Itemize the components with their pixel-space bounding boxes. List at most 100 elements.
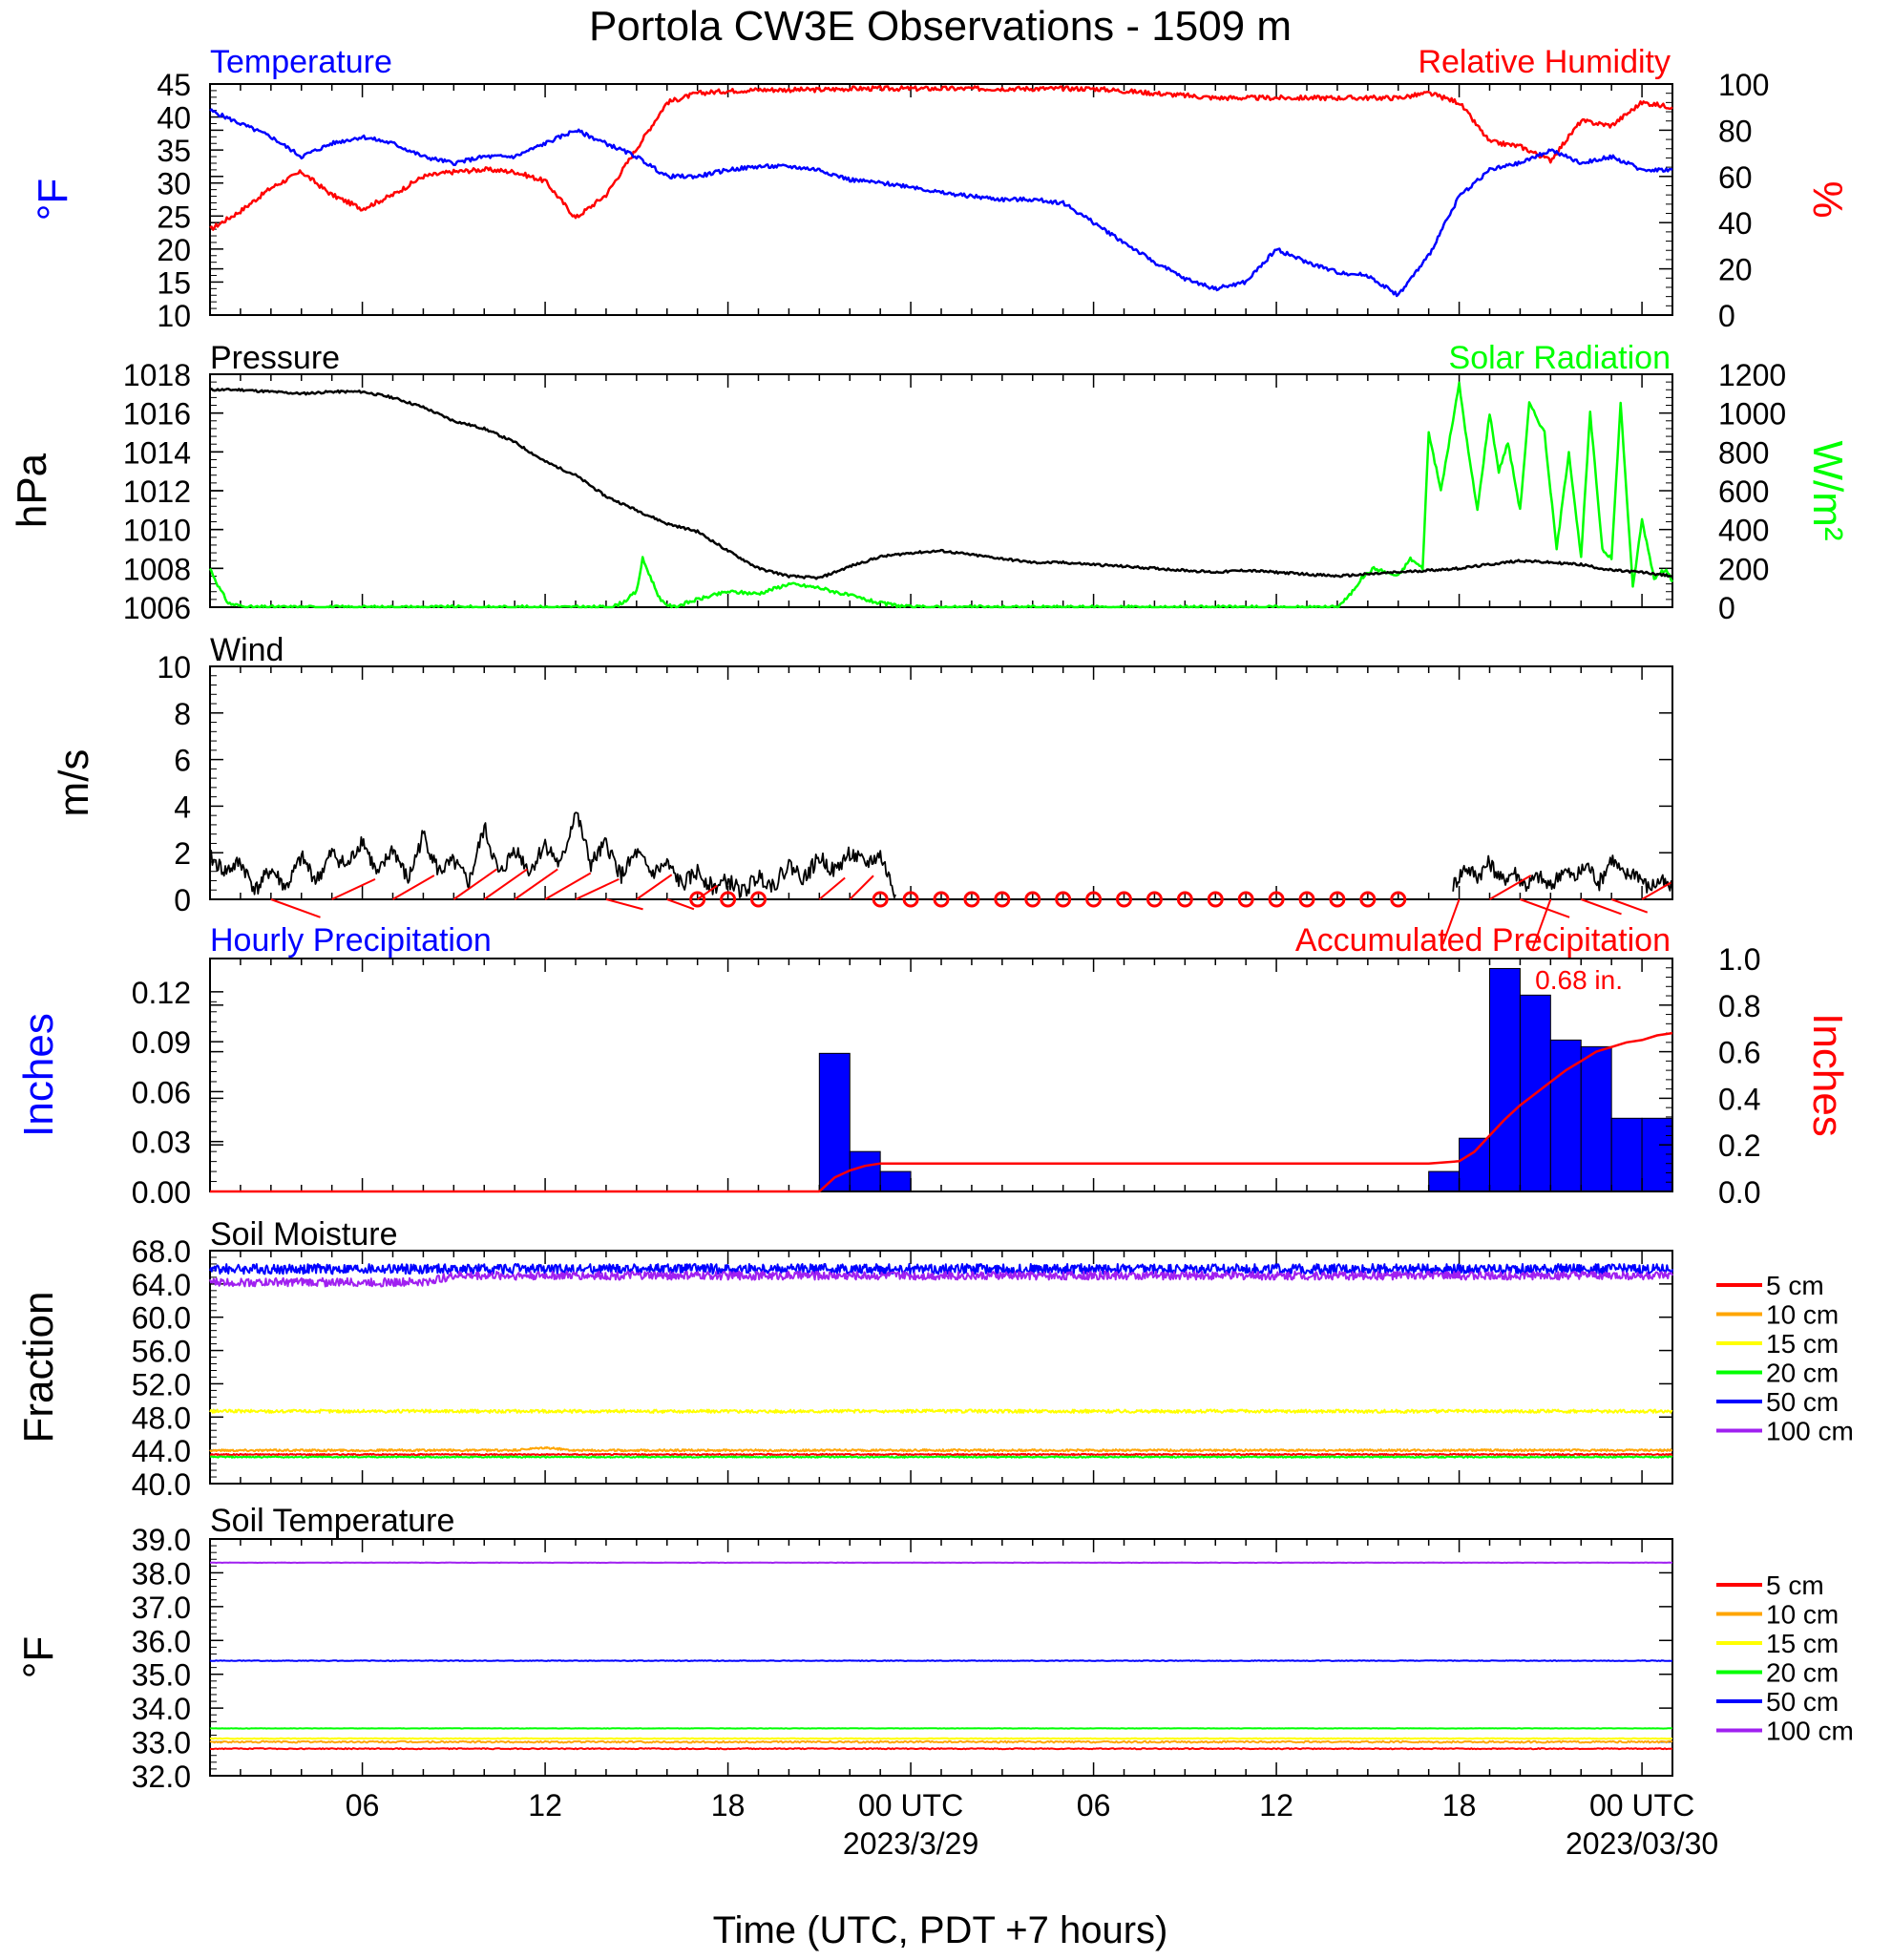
y-axis-title-accum-precip: Inches [1804,1013,1851,1137]
wind-barb [270,898,321,918]
y-tick-label-left: 1014 [123,435,191,470]
hourly-precip-bar [1610,1117,1643,1192]
calm-wind-circle [1237,891,1254,908]
y-tick-label-left: 32.0 [132,1760,191,1794]
y-axis-title-hourly-precip: Inches [15,1013,62,1137]
y-tick-label-left: 44.0 [132,1434,191,1468]
soil-moisture-series-10cm [209,1445,1673,1453]
y-tick-label-right: 60 [1718,160,1753,195]
calm-wind-circle [872,891,889,908]
legend-label-100cm: 100 cm [1766,1417,1854,1446]
y-tick-label-left: 0.06 [132,1075,191,1109]
calm-wind-circle [902,891,919,908]
y-tick-label-right: 400 [1718,514,1769,548]
panel-frame-wind [209,665,1673,900]
calm-wind-circle [994,891,1011,908]
hourly-precip-bar [849,1150,881,1192]
series-temperature [209,108,1673,298]
y-tick-label-left: 1008 [123,552,191,586]
wind-barb [391,875,435,900]
legend-label-20cm: 20 cm [1766,1658,1839,1688]
calm-wind-circle [1329,891,1346,908]
calm-wind-circle [1085,891,1103,908]
y-tick-label-left: 6 [174,744,191,778]
x-tick-label: 00 UTC [1589,1788,1694,1823]
hourly-precip-bar [818,1052,851,1192]
y-tick-label-left: 2 [174,836,191,871]
y-tick-label-right: 0.8 [1718,989,1760,1023]
wind-barb [1610,898,1649,914]
legend-label-10cm: 10 cm [1766,1600,1839,1630]
y-tick-label-right: 0.2 [1718,1128,1760,1163]
wind-barb [818,876,846,900]
wind-barb [452,868,497,900]
calm-wind-circle [1055,891,1072,908]
y-tick-label-left: 0.00 [132,1175,191,1210]
y-tick-label-left: 10 [157,299,191,333]
y-tick-label-left: 1010 [123,514,191,548]
x-tick-sublabel: 2023/03/30 [1566,1826,1718,1861]
wind-barb [1531,898,1552,950]
calm-wind-circle [720,891,737,908]
y-tick-label-right: 200 [1718,552,1769,586]
hourly-precip-bar [1580,1045,1612,1192]
y-tick-label-left: 30 [157,167,191,201]
legend-label-20cm: 20 cm [1766,1359,1839,1388]
hourly-precip-bar [1459,1137,1491,1192]
y-axis-title-wind: m/s [51,749,97,817]
y-tick-label-left: 52.0 [132,1367,191,1402]
y-tick-label-right: 0.6 [1718,1036,1760,1070]
hourly-precip-bar [1428,1170,1461,1192]
y-tick-label-left: 45 [157,68,191,102]
y-axis-title-humidity: % [1804,180,1851,218]
series-relative-humidity [209,85,1673,231]
y-tick-label-left: 35.0 [132,1658,191,1693]
y-tick-label-right: 0 [1718,299,1735,333]
hourly-precip-bar [1489,967,1521,1192]
calm-wind-circle [1268,891,1285,908]
soil-moisture-series-5cm [209,1452,1673,1457]
legend-label-5cm: 5 cm [1766,1271,1824,1300]
y-tick-label-left: 1012 [123,474,191,509]
legend-label-15cm: 15 cm [1766,1329,1839,1359]
x-tick-label: 12 [1259,1788,1293,1823]
calm-wind-circle [689,891,706,908]
legend-label-10cm: 10 cm [1766,1300,1839,1330]
hourly-precip-bar [1641,1117,1673,1192]
y-tick-label-right: 0 [1718,591,1735,625]
y-tick-label-right: 600 [1718,474,1769,509]
legend-label-100cm: 100 cm [1766,1717,1854,1746]
panel-title-hourly-precip: Hourly Precipitation [210,922,492,959]
y-axis-title-soil-temperature: °F [15,1636,62,1678]
soil-temperature-series-50cm [209,1659,1673,1662]
wind-barb [575,877,620,900]
y-tick-label-right: 0.0 [1718,1175,1760,1210]
y-axis-title-pressure: hPa [9,453,55,528]
y-tick-label-left: 1016 [123,397,191,432]
soil-temperature-series-10cm [209,1739,1673,1744]
soil-moisture-series-15cm [209,1408,1673,1414]
legend-label-5cm: 5 cm [1766,1570,1824,1600]
panel-title-wind: Wind [210,632,284,668]
panel-precipitation: 0.00 0.03 0.06 0.09 0.12 0.0 0.2 0.4 0.6 0.8 1.0 Ho… [15,922,1851,1210]
wind-barb [1488,875,1532,900]
calm-wind-circle [1116,891,1132,908]
x-tick-label: 06 [1077,1788,1111,1823]
y-tick-label-left: 35 [157,134,191,168]
wind-barb [1641,881,1671,900]
y-tick-label-left: 1006 [123,591,191,625]
calm-wind-circle [1359,891,1377,908]
y-tick-label-left: 8 [174,697,191,731]
legend-label-15cm: 15 cm [1766,1629,1839,1658]
y-tick-label-left: 0 [174,883,191,917]
x-tick-sublabel: 2023/3/29 [843,1826,978,1861]
calm-wind-circle [1390,891,1407,908]
panel-title-temperature: Temperature [210,44,392,80]
wind-barb [331,877,376,900]
calm-wind-circle [963,891,980,908]
y-tick-label-left: 68.0 [132,1234,191,1269]
panel-frame-pres-solar [209,373,1673,608]
calm-wind-circle [933,891,950,908]
